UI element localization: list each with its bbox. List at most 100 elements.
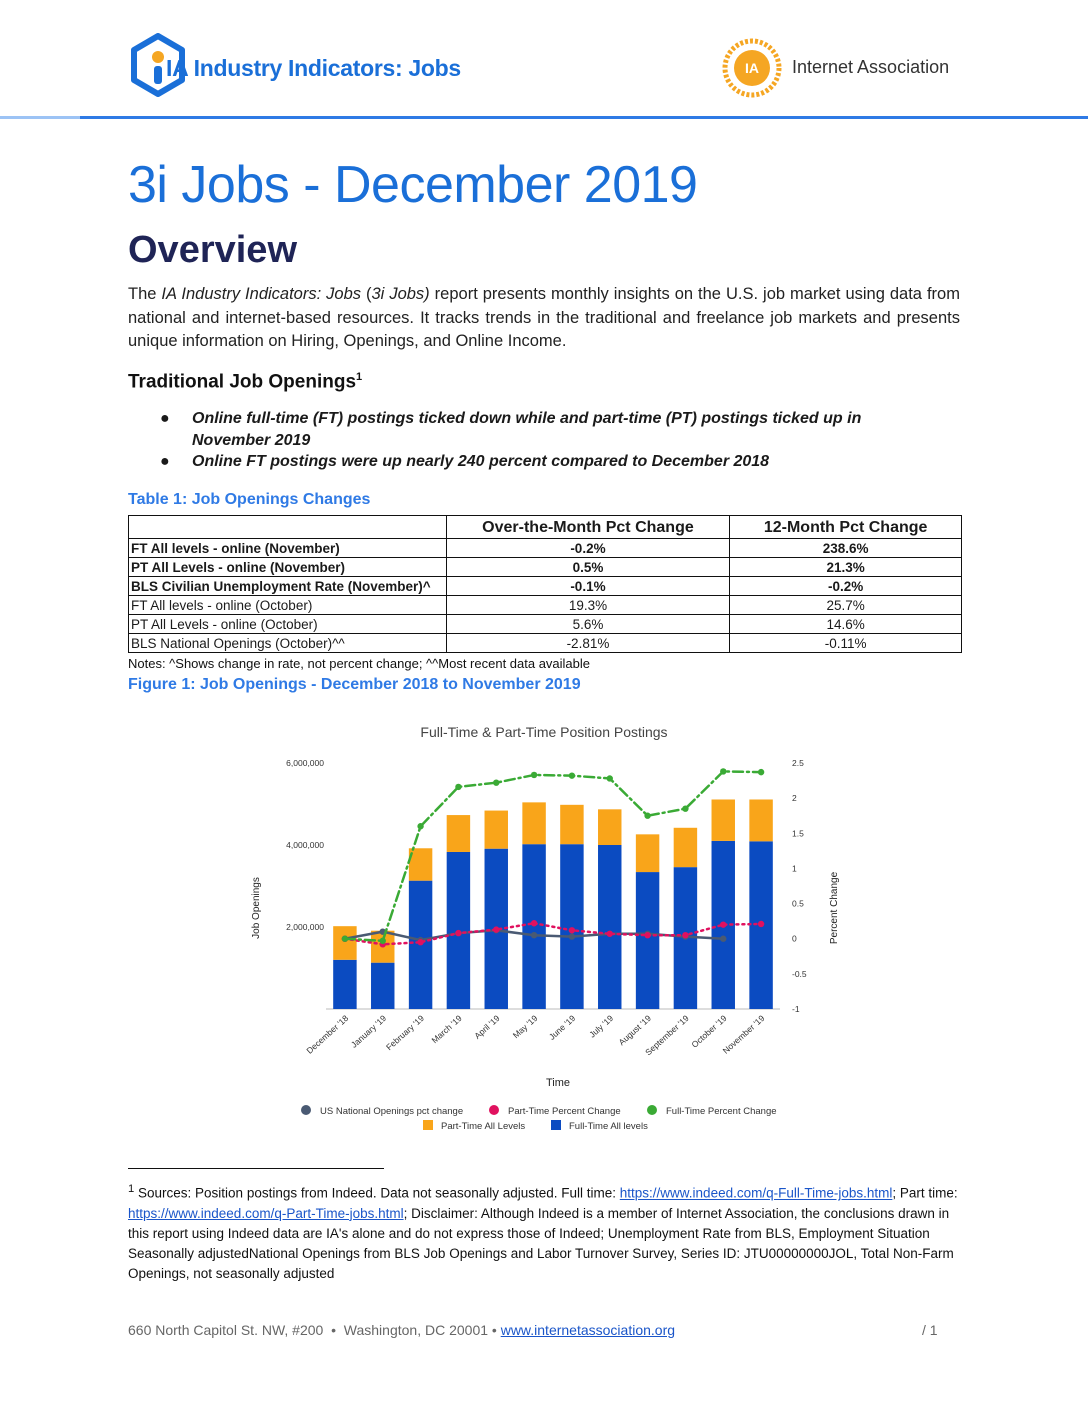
x-tick-label: December '18 bbox=[304, 1013, 350, 1056]
part-time-bar bbox=[446, 815, 471, 852]
y-tick-label: 4,000,000 bbox=[286, 840, 324, 850]
table-header: Over-the-Month Pct Change bbox=[445, 515, 731, 539]
x-tick-label: July '19 bbox=[587, 1013, 615, 1040]
x-tick-label: May '19 bbox=[511, 1013, 540, 1040]
table-row: FT All levels - online (October) 19.3% 25.… bbox=[128, 595, 962, 615]
legend-label: Part-Time All Levels bbox=[441, 1121, 525, 1132]
page-number: / 1 bbox=[922, 1322, 938, 1338]
legend-label: Part-Time Percent Change bbox=[508, 1106, 621, 1117]
intro-paragraph: The IA Industry Indicators: Jobs (3i Job… bbox=[128, 285, 960, 350]
series-point bbox=[530, 920, 538, 927]
series-point bbox=[682, 932, 689, 939]
x-tick-label: January '19 bbox=[349, 1013, 388, 1050]
table-caption: Table 1: Job Openings Changes bbox=[128, 491, 371, 508]
x-tick-label: April '19 bbox=[472, 1013, 502, 1041]
part-time-bar bbox=[598, 809, 622, 845]
legend-marker bbox=[301, 1105, 311, 1115]
y-axis-label: Job Openings bbox=[251, 877, 262, 939]
full-time-jobs-link[interactable]: https://www.indeed.com/q-Full-Time-jobs.… bbox=[619, 1185, 893, 1201]
y2-axis-label: Percent Change bbox=[829, 871, 840, 944]
y2-tick-label: 1 bbox=[792, 863, 797, 873]
footnote: 1 Sources: Position postings from Indeed… bbox=[128, 1183, 958, 1281]
part-time-jobs-link[interactable]: https://www.indeed.com/q-Part-Time-jobs.… bbox=[128, 1205, 404, 1221]
list-item: ● Online full-time (FT) postings ticked d… bbox=[160, 410, 862, 449]
legend-label: US National Openings pct change bbox=[320, 1106, 463, 1117]
table-row: PT All Levels - online (October) 5.6% 14.6… bbox=[128, 614, 962, 634]
job-openings-table: Over-the-Month Pct Change 12-Month Pct C… bbox=[128, 515, 962, 653]
y2-tick-label: 0.5 bbox=[792, 899, 804, 909]
legend-marker bbox=[647, 1105, 657, 1115]
part-time-bar bbox=[711, 799, 735, 841]
page-title: 3i Jobs - December 2019 bbox=[128, 156, 698, 214]
legend-label: Full-Time All levels bbox=[569, 1121, 648, 1132]
table-row: PT All Levels - online (November) 0.5% 21.… bbox=[128, 557, 962, 577]
full-time-bar bbox=[371, 962, 395, 1009]
table-header bbox=[128, 515, 447, 539]
y2-tick-label: -0.5 bbox=[792, 969, 807, 979]
internet-association-logo-icon: IA bbox=[722, 38, 782, 98]
legend-marker bbox=[551, 1120, 561, 1130]
table-notes: Notes: ^Shows change in rate, not percen… bbox=[128, 656, 591, 671]
y2-tick-label: 2 bbox=[792, 793, 797, 803]
footnote-ref: 1 bbox=[356, 371, 363, 383]
table-row: BLS Civilian Unemployment Rate (November… bbox=[128, 576, 962, 596]
logo-ia-text: IA bbox=[745, 60, 759, 76]
series-point bbox=[341, 935, 349, 942]
legend-marker bbox=[423, 1120, 433, 1130]
part-time-bar bbox=[522, 802, 546, 845]
series-point bbox=[455, 929, 462, 937]
x-tick-label: August '19 bbox=[617, 1013, 654, 1047]
part-time-bar bbox=[635, 834, 660, 873]
full-time-bar bbox=[560, 844, 584, 1009]
series-point bbox=[606, 930, 613, 937]
series-point bbox=[530, 771, 538, 779]
footer-address: 660 North Capitol St. NW, #200 • Washing… bbox=[128, 1322, 676, 1338]
series-line bbox=[343, 770, 763, 943]
series-point bbox=[568, 927, 576, 934]
x-tick-label: June '19 bbox=[547, 1013, 578, 1042]
part-time-bar bbox=[749, 799, 773, 842]
series-point bbox=[644, 932, 651, 939]
series-point bbox=[493, 779, 500, 786]
series-line bbox=[343, 921, 763, 946]
full-time-bar bbox=[333, 959, 357, 1009]
part-time-bar bbox=[333, 926, 357, 960]
header-title: IA Industry Indicators: Jobs bbox=[166, 55, 461, 81]
full-time-bar bbox=[635, 872, 660, 1009]
series-point bbox=[379, 937, 386, 945]
table-row: BLS National Openings (October)^^ -2.81% -… bbox=[128, 633, 962, 653]
series-point bbox=[757, 768, 765, 776]
table-header-row: Over-the-Month Pct Change 12-Month Pct C… bbox=[128, 515, 962, 539]
x-tick-label: February '19 bbox=[384, 1013, 426, 1052]
series-point bbox=[720, 768, 727, 775]
overview-heading: Overview bbox=[128, 229, 297, 271]
x-axis-label: Time bbox=[546, 1077, 570, 1089]
series-point bbox=[455, 783, 462, 791]
org-name: Internet Association bbox=[792, 57, 950, 77]
series-point bbox=[417, 939, 424, 946]
part-time-bar bbox=[560, 804, 584, 845]
figure-caption: Figure 1: Job Openings - December 2018 t… bbox=[128, 676, 581, 693]
series-point bbox=[568, 772, 576, 779]
postings-chart: Full-Time & Part-Time Position Postings … bbox=[251, 724, 840, 1132]
y2-tick-label: 0 bbox=[792, 934, 797, 944]
ia-jobs-logo-icon bbox=[130, 33, 186, 97]
series-point bbox=[417, 823, 424, 830]
part-time-bar bbox=[408, 848, 433, 881]
series-point bbox=[530, 932, 538, 939]
series-point bbox=[720, 921, 727, 928]
legend-label: Full-Time Percent Change bbox=[666, 1106, 777, 1117]
series-point bbox=[757, 920, 765, 928]
y2-tick-label: -1 bbox=[792, 1004, 800, 1014]
part-time-bar bbox=[673, 827, 698, 868]
y-tick-label: 6,000,000 bbox=[286, 758, 324, 768]
y2-tick-label: 2.5 bbox=[792, 758, 804, 768]
y-tick-label: 2,000,000 bbox=[286, 922, 324, 932]
series-point bbox=[720, 935, 727, 942]
header-rule bbox=[0, 116, 1088, 119]
website-link[interactable]: www.internetassociation.org bbox=[500, 1322, 676, 1338]
series-point bbox=[568, 933, 576, 940]
legend-marker bbox=[489, 1105, 499, 1115]
series-point bbox=[682, 805, 689, 812]
series-point bbox=[606, 775, 613, 782]
